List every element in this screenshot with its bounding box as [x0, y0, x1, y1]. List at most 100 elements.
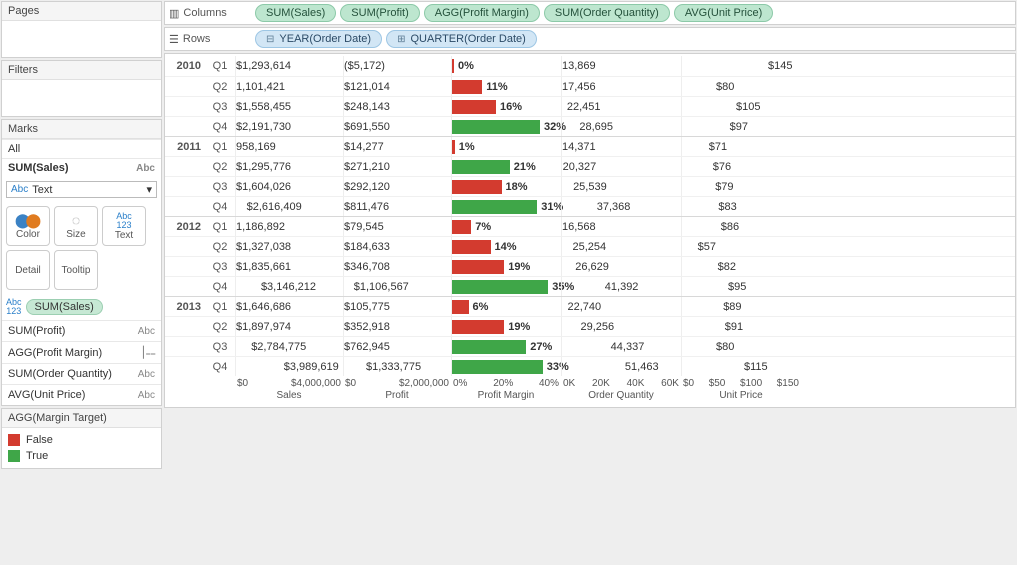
sales-cell: $1,604,026 [235, 177, 343, 196]
qty-cell: 26,629 [561, 257, 681, 276]
margin-cell: 32% [451, 117, 561, 136]
left-panel: Pages Filters Marks All SUM(Sales) Abc A… [0, 0, 163, 565]
data-row[interactable]: Q3$1,558,455$248,14316%22,451$105 [165, 96, 1015, 116]
margin-value: 14% [495, 241, 517, 253]
price-value: $82 [718, 261, 736, 273]
price-value: $97 [730, 121, 748, 133]
data-row[interactable]: Q2$1,295,776$271,21021%20,327$76 [165, 156, 1015, 176]
right-area: ▥ Columns SUM(Sales)SUM(Profit)AGG(Profi… [163, 0, 1017, 565]
price-cell: $82 [681, 257, 801, 276]
rows-pills: ⊟YEAR(Order Date)⊞QUARTER(Order Date) [255, 30, 537, 48]
color-button[interactable]: ⬤⬤ Color [6, 206, 50, 246]
legend-item-true[interactable]: True [8, 448, 155, 464]
margin-bar [452, 300, 469, 314]
tooltip-button[interactable]: Tooltip [54, 250, 98, 290]
measure-label: SUM(Order Quantity) [8, 368, 112, 380]
qty-value: 16,568 [562, 221, 596, 233]
measure-row[interactable]: AVG(Unit Price)Abc [2, 384, 161, 405]
filters-body[interactable] [2, 80, 161, 116]
sales-value: $3,146,212 [261, 281, 316, 293]
text-button[interactable]: Abc123 Text [102, 206, 146, 246]
text-encoding-row[interactable]: Abc123 SUM(Sales) [2, 294, 161, 320]
pages-body[interactable] [2, 21, 161, 57]
detail-button[interactable]: Detail [6, 250, 50, 290]
rows-shelf[interactable]: ☰ Rows ⊟YEAR(Order Date)⊞QUARTER(Order D… [164, 27, 1016, 51]
price-cell: $115 [681, 357, 801, 376]
measure-row[interactable]: SUM(Order Quantity) Abc [2, 363, 161, 384]
data-row[interactable]: Q4$3,146,212$1,106,56735%41,392$95 [165, 276, 1015, 296]
qty-cell: 16,568 [561, 217, 681, 236]
quarter-cell: Q1 [205, 221, 235, 233]
margin-cell: 16% [451, 97, 561, 116]
pages-shelf[interactable]: Pages [1, 1, 162, 58]
text-encoding-pill[interactable]: SUM(Sales) [26, 299, 103, 315]
field-pill[interactable]: SUM(Profit) [340, 4, 419, 22]
price-value: $79 [715, 181, 733, 193]
data-row[interactable]: Q3$1,835,661$346,70819%26,629$82 [165, 256, 1015, 276]
field-pill[interactable]: ⊟YEAR(Order Date) [255, 30, 382, 48]
measure-row[interactable]: SUM(Profit)Abc [2, 320, 161, 341]
marks-card: Marks All SUM(Sales) Abc Abc Text ▾ ⬤⬤ C… [1, 119, 162, 406]
qty-cell: 28,695 [561, 117, 681, 136]
legend-item-false[interactable]: False [8, 432, 155, 448]
data-row[interactable]: Q4$2,616,409$811,47631%37,368$83 [165, 196, 1015, 216]
field-pill[interactable]: AVG(Unit Price) [674, 4, 773, 22]
profit-value: $292,120 [344, 181, 390, 193]
qty-value: 51,463 [625, 361, 659, 373]
data-row[interactable]: 2013Q1$1,646,686$105,7756%22,740$89 [165, 296, 1015, 316]
margin-value: 7% [475, 221, 491, 233]
sales-cell: 1,186,892 [235, 217, 343, 236]
profit-value: $14,277 [344, 141, 384, 153]
field-pill[interactable]: SUM(Order Quantity) [544, 4, 670, 22]
margin-value: 21% [514, 161, 536, 173]
margin-bar [452, 360, 543, 374]
profit-value: $762,945 [344, 341, 390, 353]
margin-value: 18% [506, 181, 528, 193]
marks-sum-sales-row[interactable]: SUM(Sales) Abc [2, 158, 161, 177]
quarter-cell: Q4 [205, 281, 235, 293]
sales-value: $1,835,661 [236, 261, 291, 273]
marks-all-row[interactable]: All [2, 139, 161, 158]
qty-value: 22,451 [567, 101, 601, 113]
sales-cell: $2,784,775 [235, 337, 343, 356]
field-pill[interactable]: AGG(Profit Margin) [424, 4, 540, 22]
data-row[interactable]: Q4$3,989,619$1,333,77533%51,463$115 [165, 356, 1015, 376]
data-row[interactable]: 2012Q11,186,892$79,5457%16,568$86 [165, 216, 1015, 236]
qty-value: 41,392 [605, 281, 639, 293]
field-pill[interactable]: SUM(Sales) [255, 4, 336, 22]
size-button[interactable]: ◌ Size [54, 206, 98, 246]
quarter-cell: Q2 [205, 241, 235, 253]
data-row[interactable]: Q2$1,327,038$184,63314%25,254$57 [165, 236, 1015, 256]
data-row[interactable]: Q3$1,604,026$292,12018%25,539$79 [165, 176, 1015, 196]
profit-value: ($5,172) [344, 60, 385, 72]
abc-icon: Abc [138, 369, 155, 380]
sales-value: $3,989,619 [284, 361, 339, 373]
price-cell: $83 [681, 197, 801, 216]
data-row[interactable]: 2010Q1$1,293,614($5,172)0%13,869$145 [165, 56, 1015, 76]
rows-icon: ☰ [169, 33, 179, 46]
columns-shelf[interactable]: ▥ Columns SUM(Sales)SUM(Profit)AGG(Profi… [164, 1, 1016, 25]
data-row[interactable]: Q2$1,897,974$352,91819%29,256$91 [165, 316, 1015, 336]
profit-cell: $1,333,775 [343, 357, 451, 376]
measure-row[interactable]: AGG(Profit Margin)⎮₌₌ [2, 341, 161, 363]
filters-shelf[interactable]: Filters [1, 60, 162, 117]
data-row[interactable]: Q4$2,191,730$691,55032%28,695$97 [165, 116, 1015, 136]
chevron-down-icon: ▾ [146, 183, 152, 196]
sales-value: $1,897,974 [236, 321, 291, 333]
price-cell: $89 [681, 297, 801, 316]
qty-value: 22,740 [567, 301, 601, 313]
data-row[interactable]: Q21,101,421$121,01411%17,456$80 [165, 76, 1015, 96]
qty-cell: 41,392 [561, 277, 681, 296]
margin-value: 0% [458, 60, 474, 72]
price-cell: $86 [681, 217, 801, 236]
data-row[interactable]: 2011Q1958,169$14,2771%14,371$71 [165, 136, 1015, 156]
field-pill[interactable]: ⊞QUARTER(Order Date) [386, 30, 537, 48]
profit-cell: $121,014 [343, 77, 451, 96]
pages-header: Pages [2, 2, 161, 21]
qty-cell: 20,327 [561, 157, 681, 176]
data-row[interactable]: Q3$2,784,775$762,94527%44,337$80 [165, 336, 1015, 356]
margin-cell: 31% [451, 197, 561, 216]
plus-box-icon: ⊞ [397, 34, 405, 45]
mark-type-dropdown[interactable]: Abc Text ▾ [6, 181, 157, 198]
axis-title: Unit Price [681, 390, 801, 401]
